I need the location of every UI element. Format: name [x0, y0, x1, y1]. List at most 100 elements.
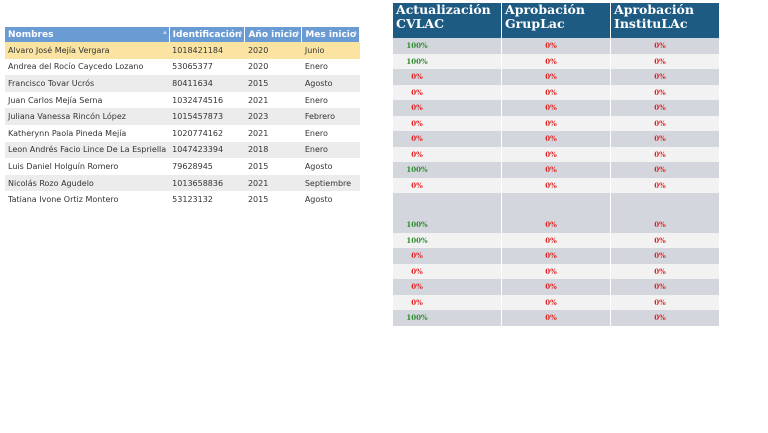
cell: Enero [301, 141, 360, 159]
table-row[interactable]: Alvaro José Mejía Vergara 1018421184 2020 J… [5, 42, 360, 59]
table-row: 0% 0% 0% [393, 279, 720, 295]
cell: Agosto [301, 191, 360, 208]
cell: 2023 [244, 108, 302, 125]
status-cell: 0% [501, 248, 611, 264]
cell: Katherynn Paola Pineda Mejía [5, 124, 170, 142]
cell: 2020 [244, 42, 302, 59]
status-cell: 0% [610, 217, 720, 233]
cell: Junio [301, 42, 360, 59]
cell: Alvaro José Mejía Vergara [5, 42, 170, 59]
cell: 2015 [244, 75, 302, 92]
status-cell: 0% [393, 69, 502, 85]
table-row: 0% 0% 0% [393, 248, 720, 264]
status-cell: 0% [501, 177, 611, 193]
table-row[interactable]: Nicolás Rozo Agudelo 1013658836 2021 Septie… [5, 174, 360, 192]
status-cell: 0% [501, 294, 611, 310]
table-row: 0% 0% 0% [393, 100, 720, 116]
status-cell: 0% [610, 279, 720, 295]
status-cell: 100% [393, 38, 502, 54]
table-row[interactable]: Tatiana Ivone Ortiz Montero 53123132 2015 A… [5, 191, 360, 208]
table-row: 100% 0% 0% [393, 310, 720, 326]
status-cell: 0% [393, 177, 502, 193]
table-row: 0% 0% 0% [393, 294, 720, 310]
status-cell: 0% [501, 263, 611, 279]
status-table: Actualización CVLAC Aprobación GrupLac Apr… [393, 3, 720, 326]
column-header: Aprobación InstituLAc [610, 3, 720, 38]
table-row[interactable]: Francisco Tovar Ucrós 80411634 2015 Agosto [5, 75, 360, 92]
cell: Francisco Tovar Ucrós [5, 75, 170, 92]
status-cell: 0% [393, 84, 502, 100]
status-cell: 0% [610, 131, 720, 147]
cell: Agosto [301, 158, 360, 175]
status-cell [610, 193, 720, 217]
table-row: 0% 0% 0% [393, 69, 720, 85]
table-row[interactable]: Leon Andrés Facio Lince De La Espriella 1… [5, 141, 360, 159]
status-cell: 0% [501, 100, 611, 116]
status-cell: 0% [501, 232, 611, 248]
status-cell [393, 193, 502, 217]
table-row[interactable]: Juan Carlos Mejía Serna 1032474516 2021 Ene… [5, 91, 360, 109]
table-row[interactable]: Andrea del Rocío Caycedo Lozano 53065377 2… [5, 58, 360, 76]
table-row[interactable]: Luis Daniel Holguín Romero 79628945 2015 Ag… [5, 158, 360, 175]
status-cell: 100% [393, 162, 502, 178]
status-cell: 0% [610, 69, 720, 85]
status-cell: 0% [610, 248, 720, 264]
cell: Juliana Vanessa Rincón López [5, 108, 170, 125]
status-cell: 0% [610, 100, 720, 116]
status-cell: 0% [501, 84, 611, 100]
cell: 53065377 [169, 58, 245, 76]
column-header[interactable]: Mes inicio [301, 27, 361, 42]
status-cell: 0% [610, 177, 720, 193]
status-cell: 0% [393, 294, 502, 310]
status-cell: 0% [501, 217, 611, 233]
status-cell: 0% [501, 131, 611, 147]
table-row: 100% 0% 0% [393, 232, 720, 248]
cell: 1032474516 [169, 91, 245, 109]
cell: 1015457873 [169, 108, 245, 125]
status-cell: 0% [393, 248, 502, 264]
status-cell: 100% [393, 232, 502, 248]
table-row[interactable]: Katherynn Paola Pineda Mejía 1020774162 20… [5, 124, 360, 142]
status-cell: 0% [393, 131, 502, 147]
status-cell: 0% [610, 115, 720, 131]
status-cell: 0% [610, 310, 720, 326]
status-cell: 0% [610, 53, 720, 69]
status-cell: 100% [393, 310, 502, 326]
cell: Juan Carlos Mejía Serna [5, 91, 170, 109]
status-cell: 0% [501, 38, 611, 54]
table-row: 0% 0% 0% [393, 177, 720, 193]
column-header: Aprobación GrupLac [501, 3, 611, 38]
cell: 53123132 [169, 191, 245, 208]
column-header: Actualización CVLAC [393, 3, 502, 38]
table-row [393, 193, 720, 217]
status-cell: 0% [501, 115, 611, 131]
status-cell: 0% [501, 310, 611, 326]
cell: Septiembre [301, 174, 360, 192]
cell: Leon Andrés Facio Lince De La Espriella [5, 141, 170, 159]
column-header[interactable]: Identificación [169, 27, 246, 42]
column-header[interactable]: Año inicio [244, 27, 303, 42]
status-cell: 0% [501, 162, 611, 178]
status-cell: 0% [501, 69, 611, 85]
table-row: 100% 0% 0% [393, 217, 720, 233]
header-row: NombresIdentificaciónAño inicioMes inici… [5, 27, 361, 42]
cell: 1020774162 [169, 124, 245, 142]
column-header[interactable]: Nombres [5, 27, 170, 42]
cell: Andrea del Rocío Caycedo Lozano [5, 58, 170, 76]
table-row: 0% 0% 0% [393, 115, 720, 131]
table-row: 0% 0% 0% [393, 146, 720, 162]
status-cell: 100% [393, 217, 502, 233]
status-cell: 0% [393, 279, 502, 295]
table-row: 100% 0% 0% [393, 38, 720, 54]
table-row[interactable]: Juliana Vanessa Rincón López 1015457873 20… [5, 108, 360, 125]
cell: 79628945 [169, 158, 245, 175]
status-cell: 0% [501, 53, 611, 69]
status-cell: 0% [393, 115, 502, 131]
table-row: 0% 0% 0% [393, 263, 720, 279]
status-cell: 0% [610, 162, 720, 178]
cell: Tatiana Ivone Ortiz Montero [5, 191, 170, 208]
cell: Enero [301, 58, 360, 76]
status-cell: 100% [393, 53, 502, 69]
cell: 1013658836 [169, 174, 245, 192]
